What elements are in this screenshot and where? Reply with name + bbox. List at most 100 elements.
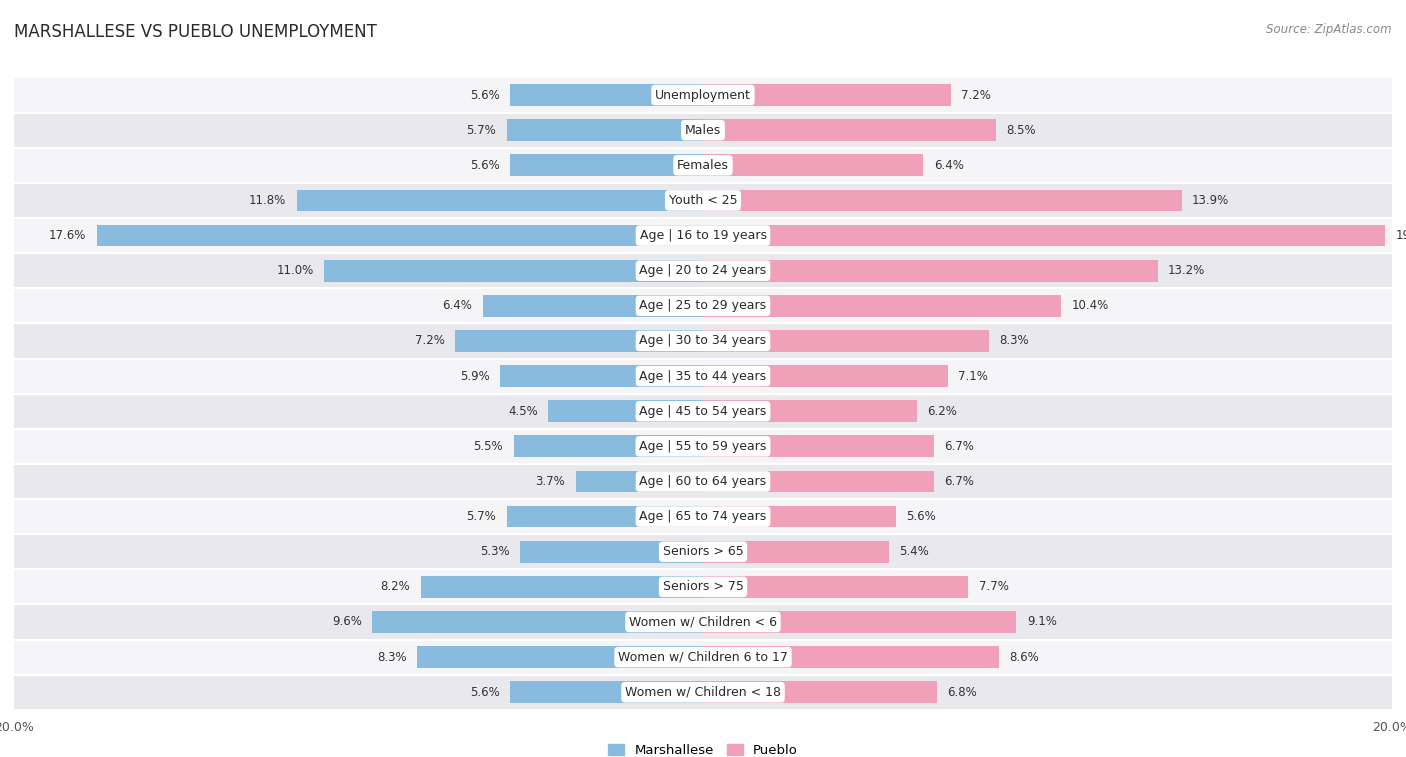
Text: 5.7%: 5.7% xyxy=(467,123,496,137)
Text: 10.4%: 10.4% xyxy=(1071,299,1109,313)
Text: 5.4%: 5.4% xyxy=(900,545,929,558)
Text: Age | 55 to 59 years: Age | 55 to 59 years xyxy=(640,440,766,453)
Text: 6.2%: 6.2% xyxy=(927,405,956,418)
Bar xyxy=(703,611,1017,633)
Text: 5.6%: 5.6% xyxy=(470,686,499,699)
Text: 6.4%: 6.4% xyxy=(934,159,963,172)
Bar xyxy=(703,646,1000,668)
Bar xyxy=(510,84,703,106)
Bar xyxy=(14,183,1392,218)
Bar xyxy=(703,295,1062,316)
Bar xyxy=(14,359,1392,394)
Bar xyxy=(14,253,1392,288)
Text: Seniors > 65: Seniors > 65 xyxy=(662,545,744,558)
Text: 8.6%: 8.6% xyxy=(1010,650,1039,664)
Bar xyxy=(14,394,1392,428)
Text: 8.3%: 8.3% xyxy=(377,650,406,664)
Bar xyxy=(297,189,703,211)
Bar xyxy=(703,435,934,457)
Bar xyxy=(14,113,1392,148)
Bar xyxy=(703,154,924,176)
Bar xyxy=(703,681,938,703)
Text: Age | 65 to 74 years: Age | 65 to 74 years xyxy=(640,510,766,523)
Bar xyxy=(703,120,995,141)
Bar xyxy=(14,323,1392,359)
Bar xyxy=(703,471,934,492)
Bar xyxy=(510,681,703,703)
Text: 5.7%: 5.7% xyxy=(467,510,496,523)
Text: 5.6%: 5.6% xyxy=(470,159,499,172)
Text: Seniors > 75: Seniors > 75 xyxy=(662,581,744,593)
Text: 5.3%: 5.3% xyxy=(481,545,510,558)
Text: 19.8%: 19.8% xyxy=(1395,229,1406,242)
Text: Age | 25 to 29 years: Age | 25 to 29 years xyxy=(640,299,766,313)
Text: Age | 60 to 64 years: Age | 60 to 64 years xyxy=(640,475,766,488)
Text: 6.7%: 6.7% xyxy=(945,475,974,488)
Bar xyxy=(499,365,703,387)
Bar xyxy=(418,646,703,668)
Text: 8.3%: 8.3% xyxy=(1000,335,1029,347)
Bar xyxy=(14,288,1392,323)
Text: 9.1%: 9.1% xyxy=(1026,615,1057,628)
Bar xyxy=(703,400,917,422)
Bar xyxy=(520,540,703,562)
Text: 7.2%: 7.2% xyxy=(415,335,444,347)
Bar xyxy=(456,330,703,352)
Bar xyxy=(14,534,1392,569)
Bar xyxy=(14,218,1392,253)
Text: Women w/ Children < 18: Women w/ Children < 18 xyxy=(626,686,780,699)
Text: 8.5%: 8.5% xyxy=(1007,123,1036,137)
Bar xyxy=(703,576,969,598)
Bar xyxy=(703,540,889,562)
Text: 13.9%: 13.9% xyxy=(1192,194,1229,207)
Text: Females: Females xyxy=(678,159,728,172)
Bar xyxy=(703,506,896,528)
Text: Age | 16 to 19 years: Age | 16 to 19 years xyxy=(640,229,766,242)
Bar xyxy=(575,471,703,492)
Text: 11.8%: 11.8% xyxy=(249,194,287,207)
Text: 7.1%: 7.1% xyxy=(957,369,988,382)
Text: 8.2%: 8.2% xyxy=(381,581,411,593)
Text: 4.5%: 4.5% xyxy=(508,405,537,418)
Text: Males: Males xyxy=(685,123,721,137)
Bar xyxy=(373,611,703,633)
Text: 7.2%: 7.2% xyxy=(962,89,991,101)
Text: 9.6%: 9.6% xyxy=(332,615,361,628)
Text: 13.2%: 13.2% xyxy=(1168,264,1205,277)
Bar xyxy=(482,295,703,316)
Bar xyxy=(97,225,703,247)
Text: Women w/ Children 6 to 17: Women w/ Children 6 to 17 xyxy=(619,650,787,664)
Text: Age | 20 to 24 years: Age | 20 to 24 years xyxy=(640,264,766,277)
Text: 5.6%: 5.6% xyxy=(907,510,936,523)
Bar xyxy=(14,428,1392,464)
Bar xyxy=(703,225,1385,247)
Bar xyxy=(703,84,950,106)
Bar xyxy=(510,154,703,176)
Bar xyxy=(14,148,1392,183)
Bar xyxy=(703,189,1182,211)
Bar xyxy=(506,120,703,141)
Bar xyxy=(548,400,703,422)
Text: 3.7%: 3.7% xyxy=(536,475,565,488)
Text: 11.0%: 11.0% xyxy=(277,264,314,277)
Text: 6.8%: 6.8% xyxy=(948,686,977,699)
Text: Youth < 25: Youth < 25 xyxy=(669,194,737,207)
Bar xyxy=(14,604,1392,640)
Bar xyxy=(14,464,1392,499)
Bar xyxy=(14,569,1392,604)
Bar xyxy=(703,260,1157,282)
Text: MARSHALLESE VS PUEBLO UNEMPLOYMENT: MARSHALLESE VS PUEBLO UNEMPLOYMENT xyxy=(14,23,377,41)
Bar xyxy=(513,435,703,457)
Bar xyxy=(323,260,703,282)
Bar xyxy=(506,506,703,528)
Text: 6.7%: 6.7% xyxy=(945,440,974,453)
Text: Age | 45 to 54 years: Age | 45 to 54 years xyxy=(640,405,766,418)
Bar xyxy=(14,640,1392,674)
Bar xyxy=(703,330,988,352)
Text: 5.5%: 5.5% xyxy=(474,440,503,453)
Text: Age | 30 to 34 years: Age | 30 to 34 years xyxy=(640,335,766,347)
Bar xyxy=(14,674,1392,710)
Bar xyxy=(703,365,948,387)
Text: Source: ZipAtlas.com: Source: ZipAtlas.com xyxy=(1267,23,1392,36)
Text: Age | 35 to 44 years: Age | 35 to 44 years xyxy=(640,369,766,382)
